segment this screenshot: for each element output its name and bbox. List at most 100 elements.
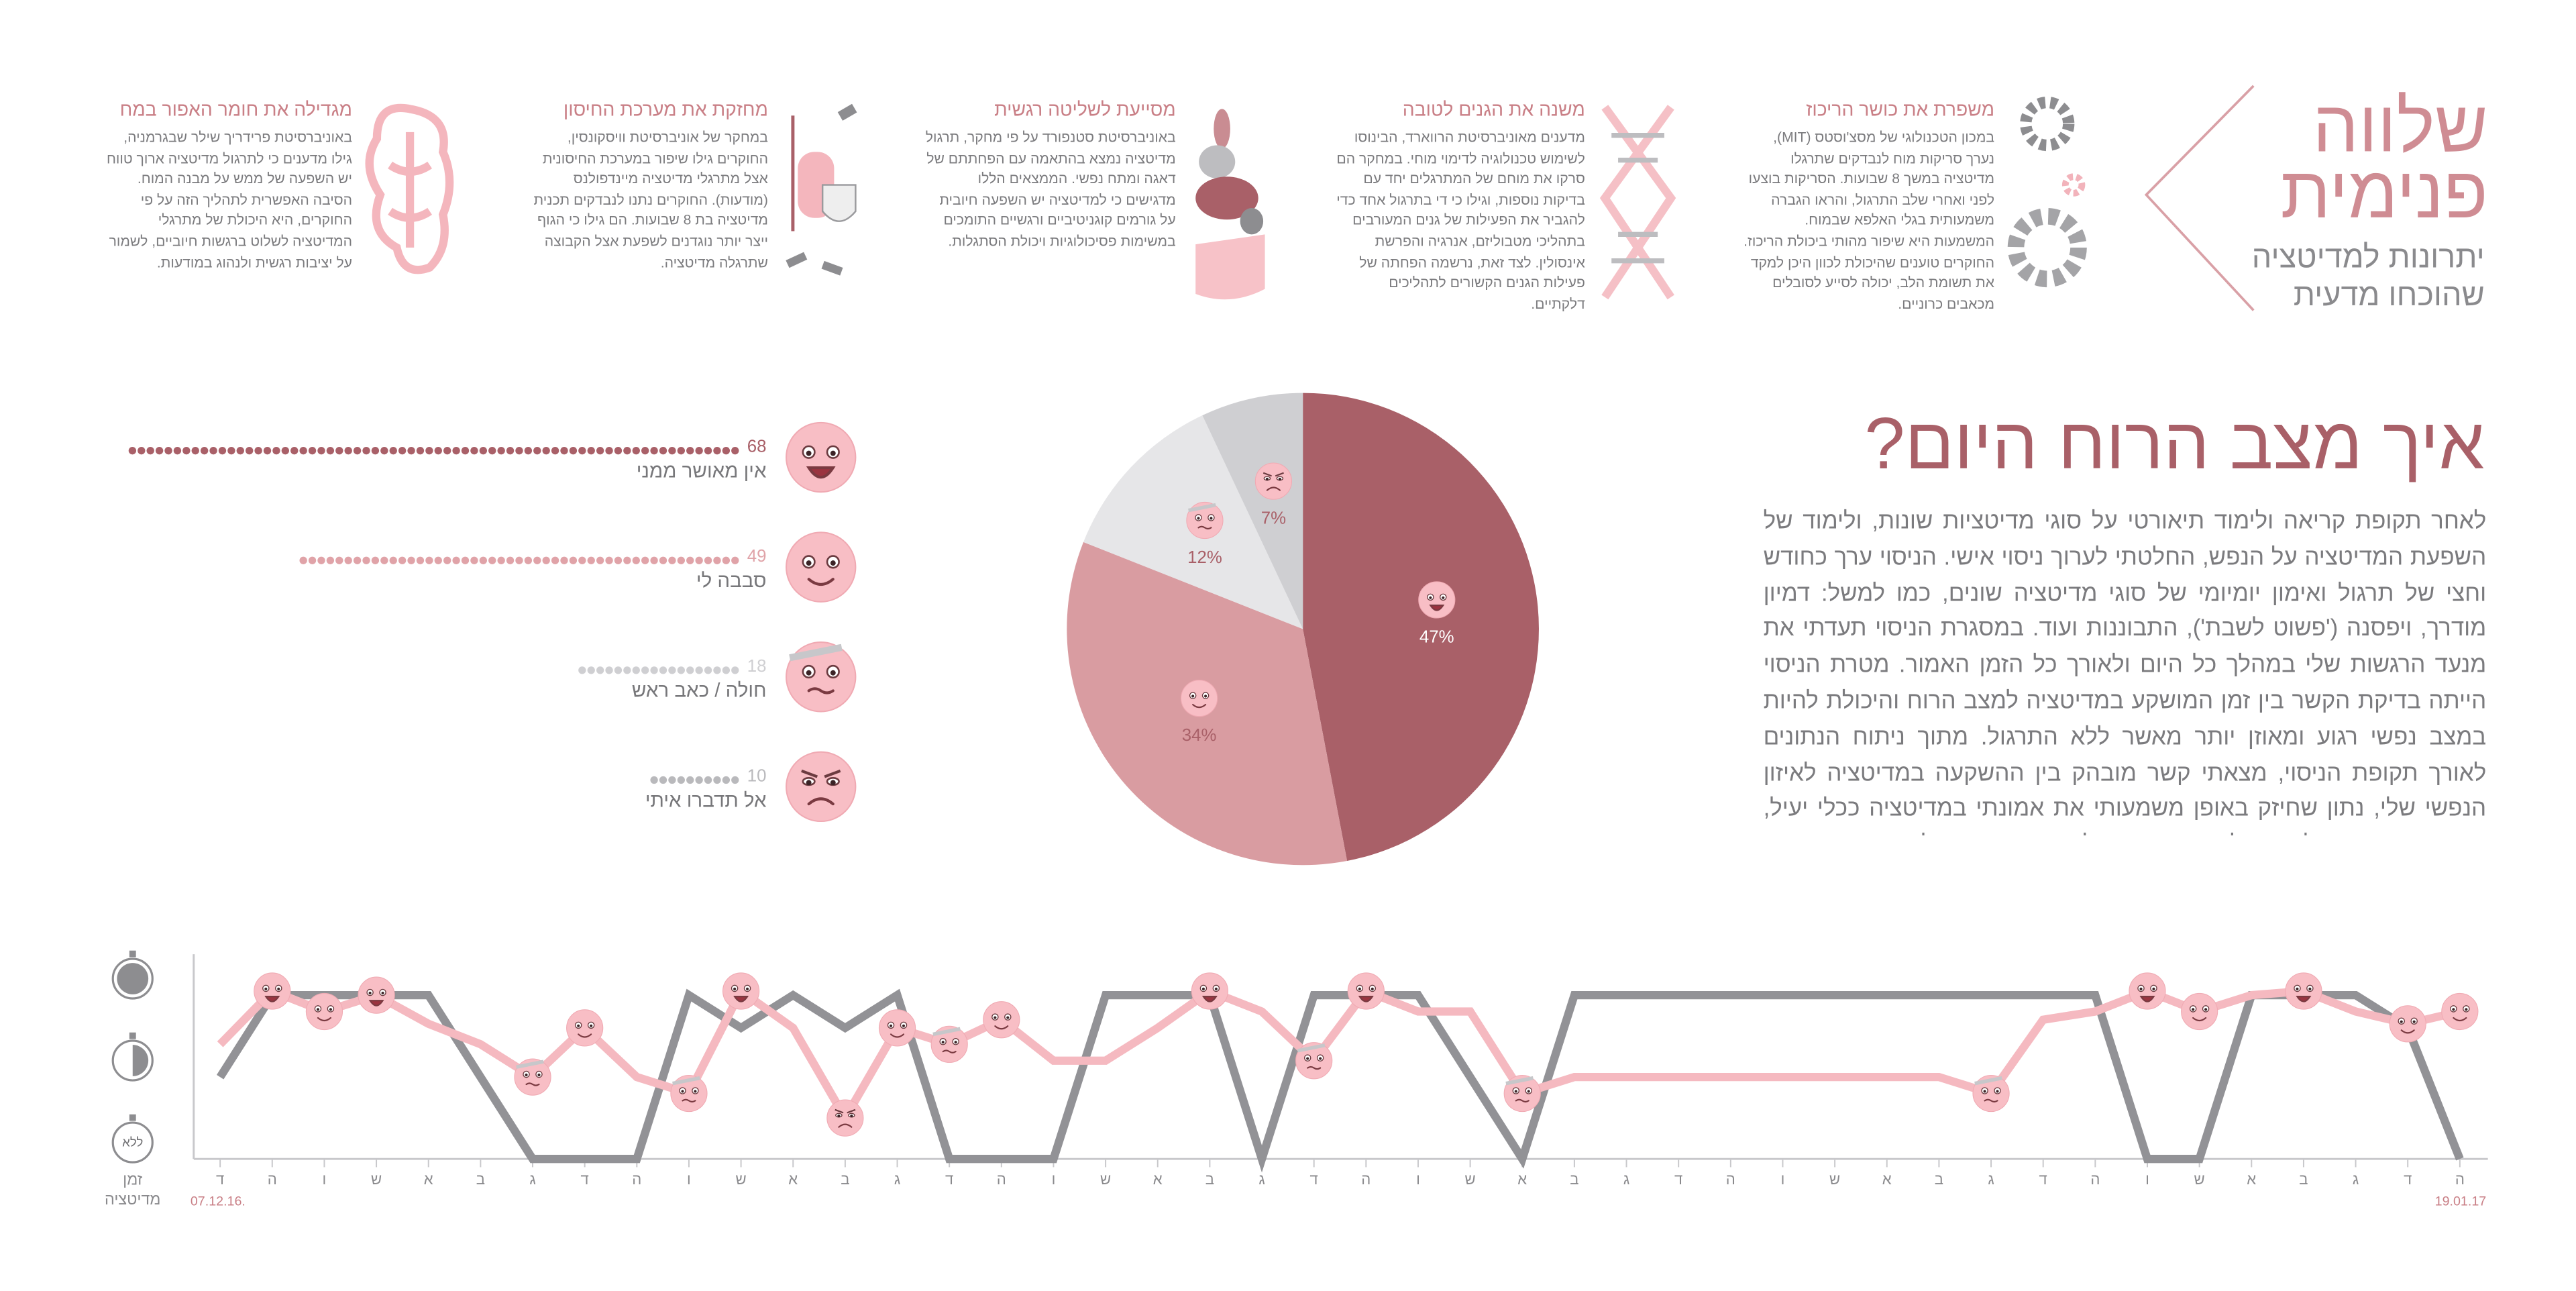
x-tick-label: ד	[2039, 1171, 2047, 1188]
face-circle	[722, 972, 760, 1010]
x-tick-label: א	[1153, 1171, 1163, 1188]
benefit-title: משפרת את כושר הריכוז	[1806, 98, 1994, 119]
x-tick-label: ד	[581, 1171, 589, 1188]
x-tick-label: ג	[2353, 1171, 2359, 1188]
benefit-text: מדענים מאוניברסיטת הרווארד, הבינוסו לשימ…	[1336, 128, 1585, 312]
pie-label: 47%	[1419, 627, 1454, 646]
face-pupil	[850, 1114, 853, 1118]
dot	[506, 447, 515, 455]
dot	[227, 447, 235, 455]
face-mouth	[2192, 1017, 2207, 1022]
dot	[731, 447, 739, 455]
x-tick-label: ה	[2455, 1171, 2465, 1188]
chevron	[2144, 85, 2255, 311]
face-circle	[930, 1025, 968, 1063]
dot	[686, 666, 694, 674]
dot	[551, 556, 559, 564]
y-axis-label: זמן	[123, 1170, 143, 1188]
dot	[677, 776, 685, 784]
face	[566, 1009, 604, 1047]
face-mouth	[1429, 604, 1445, 611]
dot	[722, 666, 731, 674]
bar-value: 68	[747, 437, 767, 456]
dot	[542, 556, 550, 564]
subtitle-line: שהוכחו מדעית	[2294, 277, 2485, 312]
dot	[650, 556, 658, 564]
dot	[452, 447, 460, 455]
dot	[515, 556, 523, 564]
face-pupil	[1514, 1090, 1517, 1093]
x-tick-label: ג	[529, 1171, 535, 1188]
dot	[668, 556, 676, 564]
x-tick-label: ש	[736, 1171, 747, 1188]
dot-bar	[650, 776, 739, 784]
face-pupil	[2192, 1008, 2195, 1011]
dot	[407, 556, 415, 564]
dot	[641, 447, 649, 455]
dot	[587, 666, 595, 674]
face-pupil	[954, 1041, 957, 1044]
face-circle	[1186, 501, 1224, 539]
x-tick-label: ש	[2194, 1171, 2205, 1188]
x-tick-label: ג	[894, 1171, 900, 1188]
dot	[713, 556, 721, 564]
x-tick-label: ב	[1935, 1171, 1943, 1188]
dot	[560, 556, 568, 564]
face-mouth	[994, 1025, 1009, 1030]
x-tick-label: ש	[1100, 1171, 1111, 1188]
dot	[191, 447, 199, 455]
dot	[272, 447, 280, 455]
face-pupil	[525, 1073, 528, 1077]
dot	[686, 776, 694, 784]
dot	[416, 556, 425, 564]
face	[930, 1025, 968, 1063]
face	[786, 641, 857, 713]
dot	[560, 447, 568, 455]
y-axis-label: מדיטציה	[105, 1190, 160, 1208]
dot	[641, 556, 649, 564]
benefit-text: באוניברסיטת פרידריך שילר שבגרמניה, גילו …	[106, 128, 352, 270]
x-tick-label: ד	[216, 1171, 224, 1188]
face-pupil	[2152, 987, 2155, 990]
x-tick-label: ג	[1988, 1171, 1994, 1188]
x-tick-label: ד	[1310, 1171, 1318, 1188]
face-circle	[878, 1009, 916, 1047]
dot	[614, 447, 623, 455]
dot	[155, 447, 164, 455]
dot	[263, 447, 272, 455]
dot	[587, 556, 595, 564]
dot	[722, 776, 731, 784]
dot	[416, 447, 425, 455]
face-bandage	[1188, 503, 1216, 513]
dot	[380, 556, 388, 564]
dot	[182, 447, 191, 455]
dot	[488, 447, 496, 455]
dot	[362, 447, 370, 455]
dot	[677, 556, 685, 564]
dot	[722, 447, 731, 455]
dot	[731, 556, 739, 564]
dot	[668, 447, 676, 455]
dot	[713, 776, 721, 784]
bar-category: אין מאושר ממני	[637, 460, 767, 482]
face-pupil	[316, 1008, 320, 1011]
dot-bar	[128, 447, 739, 455]
dot	[470, 447, 478, 455]
face	[1347, 972, 1385, 1010]
x-tick-label: ה	[1726, 1171, 1735, 1188]
benefit-title: מסייעת לשליטה רגשית	[994, 98, 1176, 119]
face	[2441, 992, 2479, 1031]
dot	[488, 556, 496, 564]
face-mouth	[1307, 1066, 1322, 1070]
dot	[515, 447, 523, 455]
face-pupil	[1278, 477, 1281, 481]
face-mouth	[838, 1123, 853, 1128]
dot	[479, 556, 487, 564]
dot	[623, 447, 631, 455]
face	[2389, 1005, 2426, 1043]
face-bandage	[1974, 1076, 2002, 1086]
pie-slice	[1303, 393, 1539, 861]
face-pupil	[1983, 1090, 1986, 1093]
dot	[344, 556, 352, 564]
